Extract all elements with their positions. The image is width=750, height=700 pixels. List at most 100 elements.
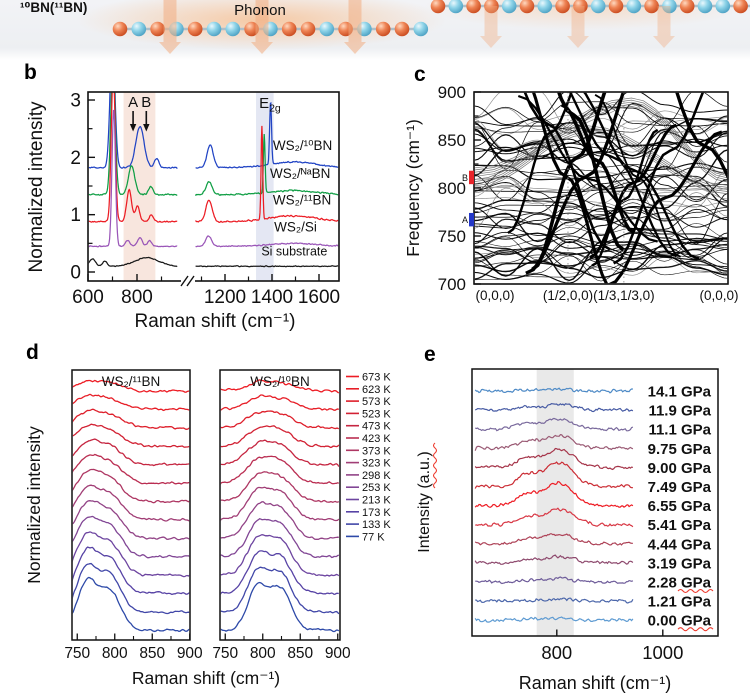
polygon — [567, 36, 589, 48]
temperature-spectrum — [72, 408, 190, 430]
phonon-band — [531, 92, 607, 271]
b-yaxis-label: Normalized intensity — [26, 101, 47, 273]
rect — [571, 6, 585, 36]
panel-c-chart: 700 750 800 850 900 (0,0,0) (1/2,0,0) (1/3,1/3,… — [403, 83, 739, 303]
phonon-band — [591, 128, 659, 267]
pressure-label: 6.55 GPa — [648, 498, 712, 515]
phonon-band — [569, 92, 677, 258]
atom-orange — [733, 0, 748, 14]
phonon-arrow — [344, 0, 366, 54]
pressure-label: 9.75 GPa — [648, 441, 712, 458]
x-tick-label: 1000 — [642, 642, 683, 663]
x-tick-label: 750 — [64, 645, 90, 662]
plot-border — [471, 368, 719, 637]
rect — [657, 6, 671, 36]
x-tick-label: 800 — [541, 642, 572, 663]
temperature-spectrum — [72, 546, 190, 595]
atom-orange — [281, 21, 297, 37]
phonon-band — [675, 92, 728, 180]
phonon-band — [474, 254, 728, 282]
pressure-spectrum — [474, 461, 633, 489]
temperature-spectrum — [72, 500, 190, 541]
squiggle-underline — [677, 588, 714, 594]
rect — [348, 0, 362, 42]
pressure-spectrum — [475, 417, 634, 432]
phonon-band — [608, 130, 723, 284]
mode-marker — [469, 170, 474, 185]
plot-border — [71, 369, 191, 641]
phonon-band — [474, 232, 728, 259]
temperature-spectrum — [72, 576, 190, 633]
spectrum-curve — [195, 133, 339, 196]
y-tick-label: 2 — [70, 148, 81, 169]
pressure-spectrum — [474, 616, 634, 623]
phonon-band — [474, 121, 728, 170]
atom-blue — [206, 21, 222, 37]
legend-label: 253 K — [362, 482, 391, 494]
d-yaxis-label: Normalized intensity — [24, 426, 44, 584]
temperature-spectrum — [72, 562, 190, 615]
polygon — [480, 36, 502, 48]
squiggle-underline — [432, 442, 438, 489]
legend-label: 323 K — [362, 458, 391, 470]
phonon-band — [583, 92, 700, 261]
panel-a-illustration: ¹⁰BN(¹¹BN) Phonon — [0, 0, 750, 60]
phonon-band — [474, 207, 728, 222]
atom-orange — [466, 0, 481, 14]
k-point-label: (1/2,0,0) — [543, 288, 593, 303]
legend-label: 298 K — [362, 470, 391, 482]
annotation-arrowhead — [143, 124, 150, 132]
atom-orange — [573, 0, 588, 14]
pressure-label: 3.19 GPa — [648, 555, 712, 572]
shaded-band — [536, 369, 574, 636]
k-point-label: (0,0,0) — [475, 288, 514, 303]
rect — [484, 6, 498, 36]
atom-orange — [150, 21, 165, 37]
pressure-label: 0.00 GPa — [648, 613, 712, 630]
panel-e-generated: 14.1 GPa 11.9 GPa 11.1 GPa 9.75 GPa 9.00 GPa… — [471, 368, 719, 663]
phonon-band — [474, 99, 728, 177]
spectrum-curve — [88, 92, 178, 170]
atom-blue — [413, 21, 429, 37]
peak-annotation-label: B — [141, 94, 151, 111]
pressure-label: 4.44 GPa — [648, 536, 712, 553]
phonon-band — [474, 125, 728, 186]
phonon-band — [474, 223, 728, 247]
temperature-spectrum — [220, 566, 340, 615]
legend-label: 523 K — [362, 408, 391, 420]
x-tick-label: 800 — [121, 287, 153, 308]
x-tick-label: 900 — [177, 645, 203, 662]
spectrum-curve — [88, 109, 178, 248]
spectrum-curve — [88, 92, 178, 223]
phonon-band — [474, 241, 728, 263]
x-tick-label: 800 — [250, 645, 276, 662]
atom-blue — [715, 0, 731, 14]
panel-letter-e: e — [424, 343, 436, 366]
atom-orange — [112, 21, 128, 37]
x-tick-label: 1600 — [298, 287, 340, 308]
temperature-spectrum — [72, 453, 190, 485]
spectrum-curve — [195, 265, 339, 268]
phonon-band — [474, 181, 728, 220]
panel-letter-b: b — [24, 61, 37, 84]
atom-orange — [608, 0, 624, 14]
phonon-band — [557, 92, 625, 252]
temperature-spectrum — [220, 534, 340, 577]
panel-title: WS₂/¹¹BN — [102, 374, 160, 389]
atom-blue — [225, 21, 241, 37]
temperature-spectrum — [220, 455, 340, 485]
temperature-spectrum — [220, 471, 340, 504]
legend-label: 213 K — [362, 495, 391, 507]
panel-letter-c: c — [414, 63, 426, 86]
phonon-band — [474, 133, 728, 195]
atom-blue — [697, 0, 713, 14]
temperature-spectrum — [72, 515, 190, 559]
k-point-label: (0,0,0) — [699, 288, 738, 303]
legend-label: 133 K — [362, 519, 391, 531]
x-tick-label: 900 — [325, 645, 351, 662]
legend-label: 473 K — [362, 421, 391, 433]
temperature-spectrum — [220, 581, 340, 633]
y-tick-label: 700 — [438, 275, 466, 294]
isotope-label: ¹⁰BN(¹¹BN) — [20, 0, 87, 15]
